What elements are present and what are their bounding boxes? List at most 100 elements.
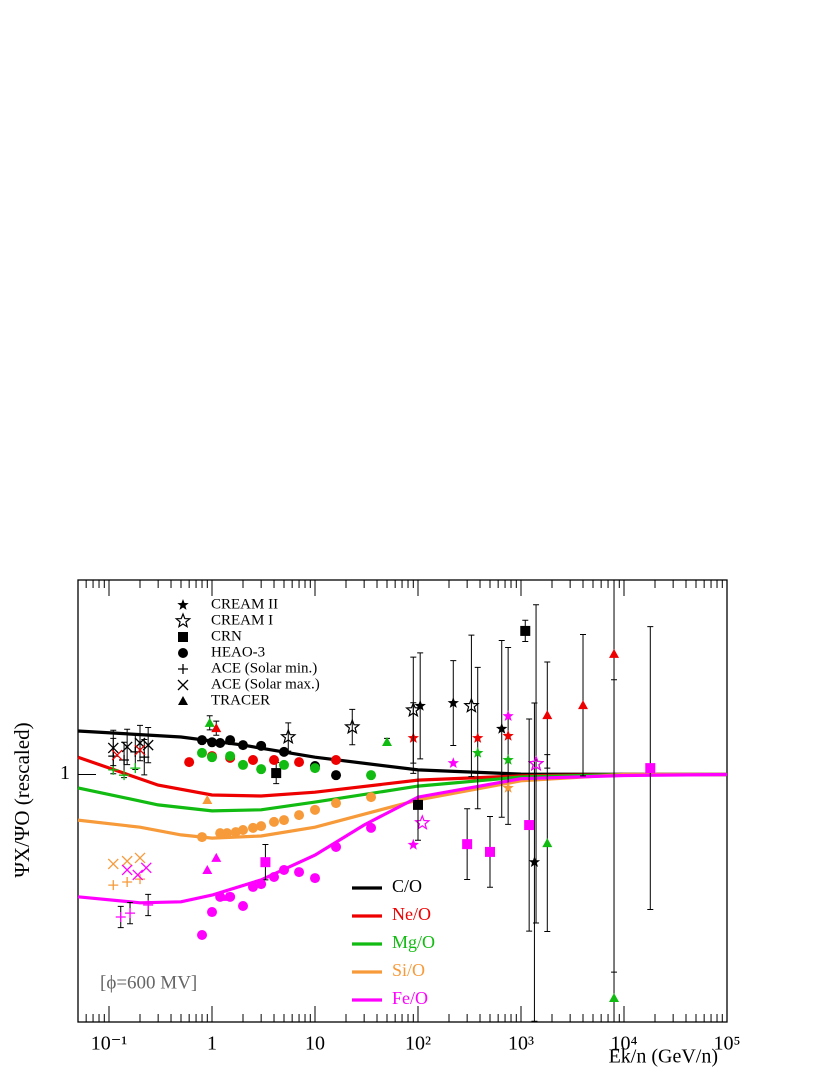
data-point	[132, 869, 144, 881]
error-bar	[410, 656, 417, 764]
data-point	[413, 799, 424, 810]
error-bar	[468, 634, 475, 778]
data-point	[528, 856, 541, 867]
legend-label: C/O	[392, 876, 422, 896]
legend-label: Ne/O	[392, 904, 431, 924]
data-point	[484, 846, 495, 857]
data-point	[524, 820, 535, 831]
data-point	[184, 757, 195, 768]
data-point	[279, 728, 297, 745]
data-point	[366, 822, 377, 833]
data-point	[204, 717, 215, 727]
data-point	[269, 872, 280, 883]
x-tick-label: 1	[207, 1033, 217, 1055]
data-point	[269, 754, 280, 765]
data-point	[496, 722, 508, 734]
data-point	[271, 768, 282, 779]
error-bar	[533, 604, 540, 924]
data-point	[202, 794, 213, 804]
data-point	[331, 841, 342, 852]
legend-label: TRACER	[211, 692, 270, 708]
error-bar	[285, 722, 292, 752]
data-point	[107, 858, 119, 870]
data-point	[134, 852, 146, 864]
data-point	[278, 759, 289, 770]
x-tick-label: 10	[305, 1033, 325, 1055]
legend-marker	[177, 679, 189, 691]
data-point	[645, 763, 656, 774]
legend-label: Mg/O	[392, 932, 435, 952]
data-point	[366, 770, 377, 781]
data-point	[121, 741, 133, 753]
data-point	[207, 907, 218, 918]
legend-label: ACE (Solar min.)	[211, 660, 317, 676]
data-point	[278, 864, 289, 875]
data-point	[108, 764, 119, 775]
data-point	[331, 770, 342, 781]
data-point	[502, 754, 514, 765]
data-point	[463, 697, 480, 713]
legend-label: CREAM I	[211, 612, 273, 628]
data-point	[462, 839, 473, 850]
data-point	[197, 747, 208, 758]
data-point	[238, 759, 249, 770]
legend-marker	[178, 648, 188, 658]
data-point	[211, 723, 222, 733]
curve	[77, 729, 728, 777]
data-point	[119, 770, 130, 781]
data-point	[115, 911, 126, 922]
x-tick-label: 10³	[508, 1033, 534, 1055]
legend-label: CREAM II	[211, 596, 278, 612]
legend-marker	[174, 612, 192, 629]
data-point	[310, 763, 321, 774]
data-point	[247, 754, 258, 765]
data-point	[294, 810, 305, 821]
data-point	[142, 739, 154, 751]
data-point	[278, 815, 289, 826]
data-point	[542, 838, 553, 848]
data-point	[215, 891, 226, 902]
data-point	[108, 880, 119, 891]
x-tick-label: 10⁻¹	[91, 1033, 128, 1055]
y-axis-label: ΨX/ΨO (rescaled)	[10, 722, 34, 877]
data-point	[143, 899, 154, 910]
x-tick-label: 10²	[405, 1033, 431, 1055]
data-point	[414, 814, 431, 830]
x-tick-label: 10⁴	[611, 1033, 638, 1055]
data-point	[414, 699, 426, 711]
data-point	[225, 735, 236, 746]
data-point	[343, 718, 361, 735]
data-point	[107, 742, 119, 754]
data-point	[472, 746, 484, 758]
legend-label: Si/O	[392, 960, 425, 980]
data-point	[202, 864, 213, 874]
x-axis-label: Ek/n (GeV/n)	[609, 1046, 718, 1068]
data-point	[222, 891, 233, 901]
data-point	[215, 738, 226, 749]
data-point	[247, 881, 258, 892]
data-point	[609, 992, 620, 1002]
data-point	[502, 781, 514, 793]
data-point	[122, 876, 133, 887]
data-point	[578, 700, 589, 710]
data-point	[502, 710, 514, 721]
data-point	[135, 874, 146, 885]
legend-label: ACE (Solar max.)	[211, 676, 320, 692]
data-point	[140, 862, 152, 874]
data-point	[111, 749, 123, 761]
data-point	[207, 752, 218, 763]
curve	[77, 772, 728, 905]
legend-marker	[178, 664, 188, 674]
data-point	[197, 930, 208, 941]
data-point	[472, 732, 484, 743]
plot-frame	[77, 579, 728, 1023]
data-point	[256, 821, 267, 832]
data-point	[256, 740, 267, 751]
error-bar	[349, 708, 356, 746]
data-point	[238, 824, 249, 835]
data-point	[542, 710, 553, 720]
legend-marker	[178, 696, 188, 705]
legend-marker	[178, 632, 188, 642]
y-tick-label: 1	[60, 762, 70, 784]
data-point	[225, 751, 236, 762]
